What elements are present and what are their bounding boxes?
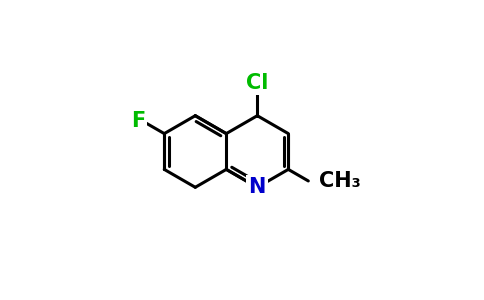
Text: F: F: [131, 111, 145, 131]
Text: Cl: Cl: [246, 73, 269, 93]
Text: N: N: [249, 177, 266, 197]
Text: CH₃: CH₃: [318, 171, 361, 191]
